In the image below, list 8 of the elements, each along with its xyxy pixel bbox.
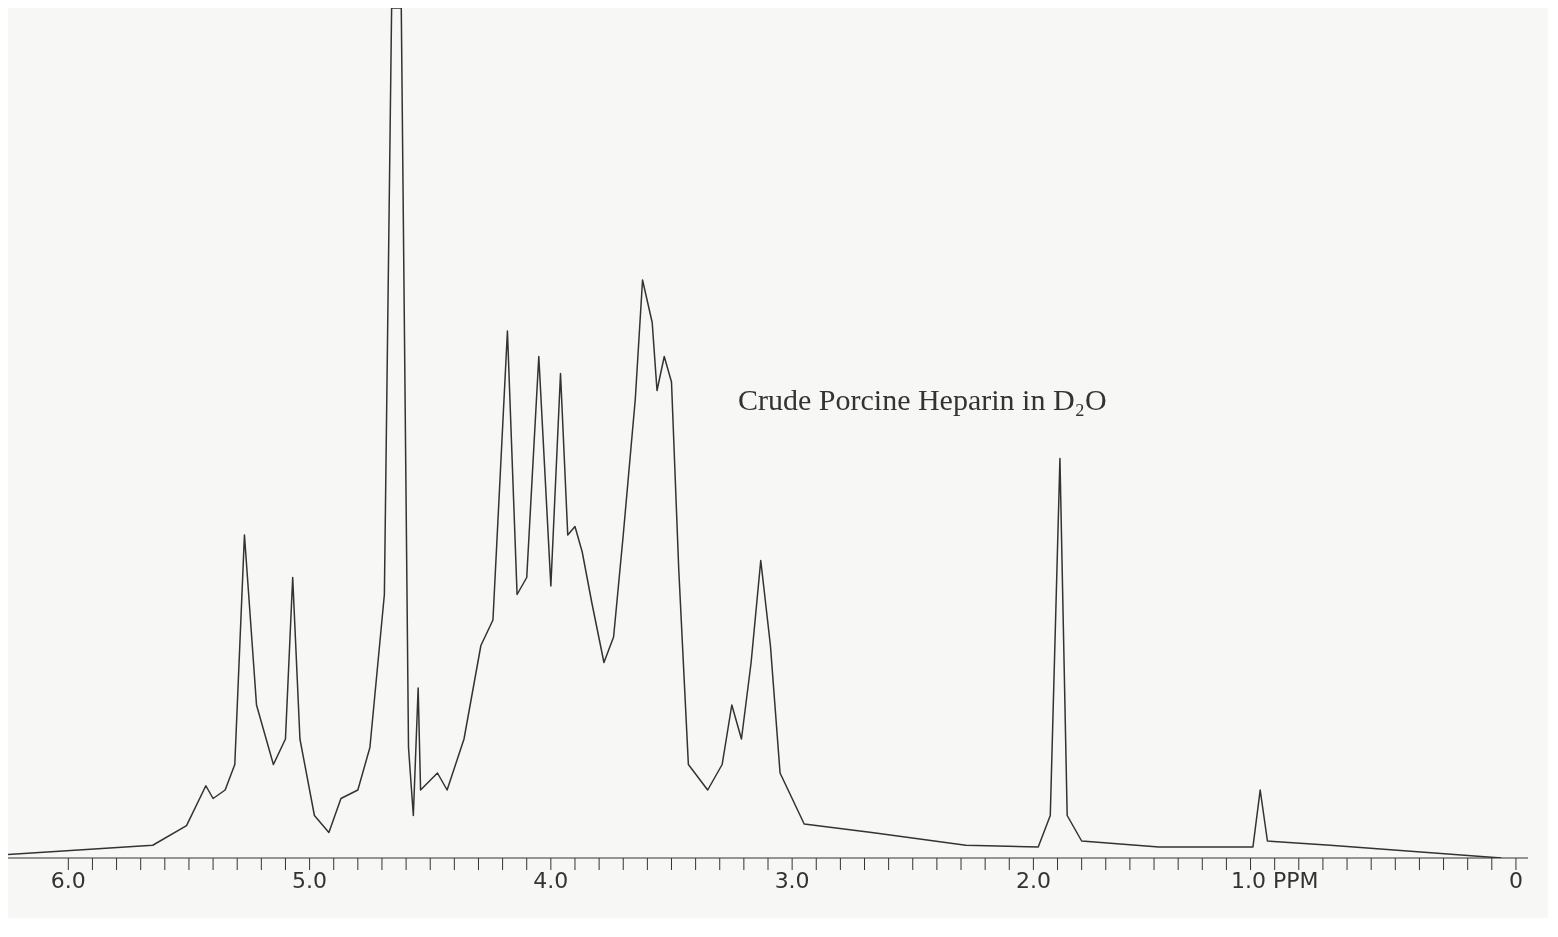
x-tick-label: 0 [1508,867,1523,893]
x-tick-label: 3.0 [774,867,810,893]
x-tick-label: 6.0 [50,867,86,893]
x-tick-label: 4.0 [533,867,569,893]
x-tick-label: 5.0 [292,867,328,893]
x-tick-label: 1.0 PPM [1230,867,1319,893]
x-tick-label: 2.0 [1015,867,1051,893]
annotation: Crude Porcine Heparin in D₂O [738,383,1107,417]
